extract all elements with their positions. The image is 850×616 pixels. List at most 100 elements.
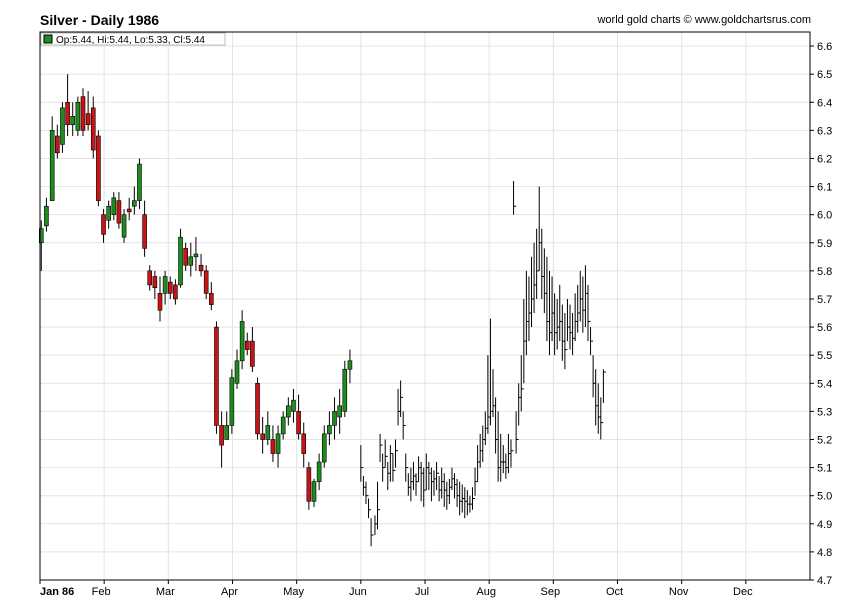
candle-body [321,433,327,463]
candle-body [229,377,235,426]
candle-body [167,281,173,294]
candle-body [44,205,49,227]
candle-body [332,411,337,426]
candle-body [219,425,224,446]
x-tick-label: Feb [92,586,111,598]
candle-body [209,293,214,305]
candle-body [188,256,194,266]
candle-body [296,411,301,435]
candle-body [162,276,168,294]
candle-body [55,135,60,154]
y-tick-label: 4.8 [817,547,832,559]
chart-title: Silver - Daily 1986 [40,12,160,28]
y-tick-label: 5.7 [817,294,832,306]
y-tick-label: 5.9 [817,238,832,250]
candle-body [234,360,240,384]
candle-body [342,368,348,412]
x-tick-label: Sep [541,586,561,598]
candle-body [111,197,117,215]
candle-body [265,425,271,440]
y-tick-label: 5.0 [817,491,832,503]
candle-body [132,200,137,207]
candle-body [316,461,322,482]
candle-body [126,208,132,213]
bars-layer [360,180,606,547]
candle-body [203,270,209,294]
candle-body [152,276,158,289]
candle-body [224,425,230,440]
candle-body [116,200,122,224]
y-tick-label: 5.1 [817,463,832,475]
candle-body [337,405,342,418]
candle-body [193,253,199,258]
candle-body [101,214,106,235]
x-tick-label: Jul [415,586,429,598]
candle-body [327,425,332,435]
candle-body [90,107,96,151]
x-tick-label: Mar [156,586,175,598]
candle-body [137,163,142,201]
candle-body [260,433,265,440]
y-tick-label: 6.5 [817,69,832,81]
candle-body [347,360,353,370]
candle-body [157,293,163,311]
candle-body [142,214,147,249]
candle-body [106,205,111,221]
grid-lines [39,32,810,581]
candle-body [291,399,296,412]
candle-body [275,433,281,454]
legend-box [40,32,226,46]
candle-body [214,326,219,426]
x-tick-label: Nov [669,586,689,598]
y-tick-label: 6.1 [817,182,832,194]
y-tick-label: 5.6 [817,322,832,334]
legend-swatch [43,34,53,44]
candle-body [250,340,255,367]
candle-body [49,130,55,201]
candle-body [38,228,44,244]
candle-body [60,107,65,145]
y-tick-label: 4.9 [817,519,832,531]
candle-body [244,340,250,350]
chart-credit: world gold charts © www.goldchartsrus.co… [597,14,811,26]
candle-body [75,101,81,131]
x-axis: Jan 86 Feb Mar Apr May Jun Jul Aug Sep Oct Nov Dec [39,580,753,598]
x-tick-label: May [283,586,304,598]
candle-body [65,101,70,126]
candle-body [173,284,178,300]
candle-body [178,236,183,286]
legend: Op:5.44, Hi:5.44, Lo:5.33, Cl:5.44 [40,32,226,46]
candle-body [147,270,153,286]
candle-body [306,467,312,502]
x-tick-label: Jun [349,586,367,598]
candle-body [270,439,276,454]
y-tick-label: 6.0 [817,210,832,222]
y-tick-label: 6.2 [817,153,832,165]
y-tick-label: 6.6 [817,41,832,53]
candle-body [183,248,188,266]
candle-body [121,214,127,238]
candle-body [286,405,291,418]
candle-body [239,321,245,362]
y-tick-label: 5.3 [817,406,832,418]
y-tick-label: 6.3 [817,125,832,137]
candle-body [70,116,76,126]
x-tick-label: Oct [606,586,623,598]
y-tick-label: 5.8 [817,266,832,278]
candle-body [311,481,317,502]
candles-layer [38,74,353,510]
x-tick-label: Jan 86 [40,586,74,598]
candle-body [255,382,260,435]
y-tick-label: 6.4 [817,97,832,109]
candle-body [85,113,91,126]
y-tick-label: 4.7 [817,575,832,587]
x-tick-label: Dec [733,586,753,598]
candle-body [96,135,101,201]
candle-body [280,416,286,435]
x-tick-label: Aug [476,586,496,598]
legend-label: Op:5.44, Hi:5.44, Lo:5.33, Cl:5.44 [56,35,205,46]
candle-body [80,96,86,131]
y-tick-label: 5.5 [817,350,832,362]
candle-body [198,264,204,272]
